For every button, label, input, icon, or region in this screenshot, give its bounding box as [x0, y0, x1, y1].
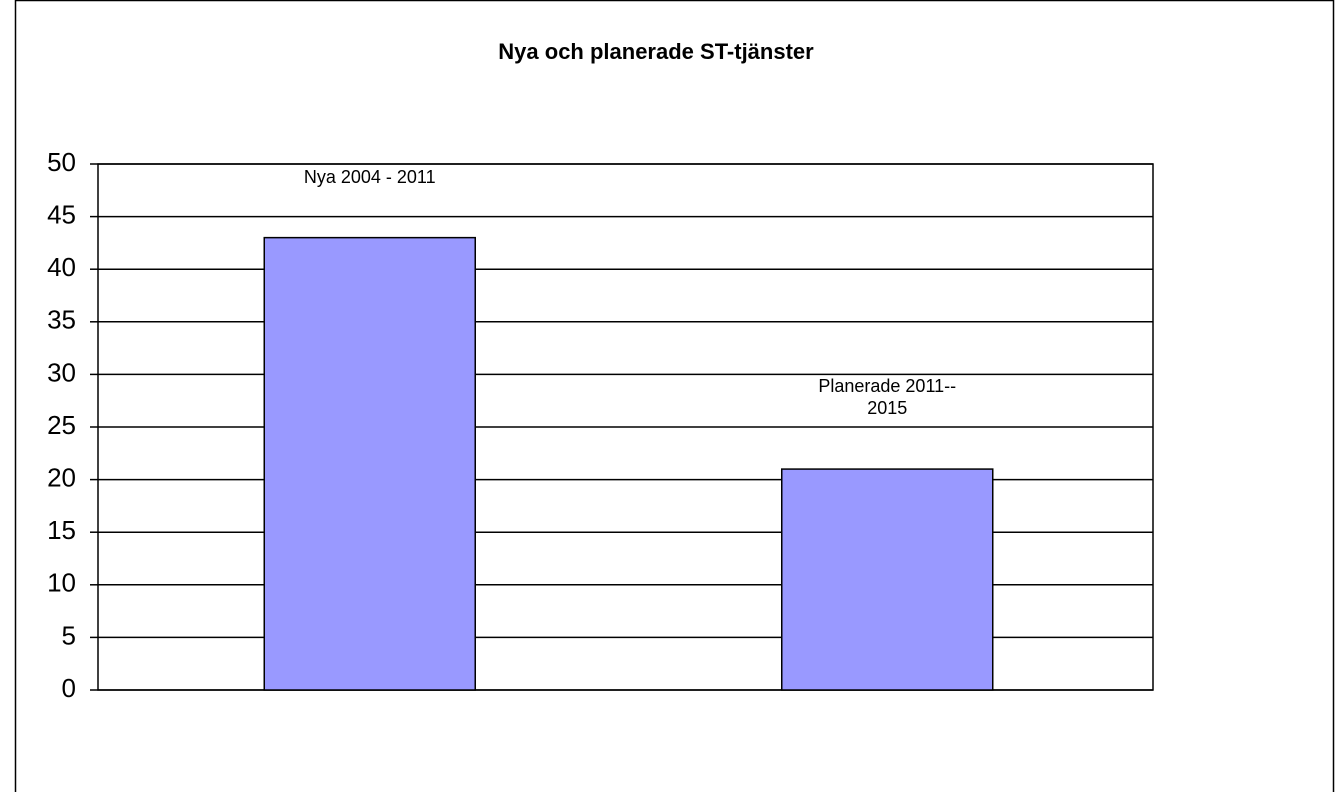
y-tick-label: 15	[47, 515, 76, 545]
y-tick-label: 20	[47, 462, 76, 492]
y-tick-label: 10	[47, 568, 76, 598]
y-tick-label: 35	[47, 305, 76, 335]
bar	[781, 468, 994, 691]
plot-area	[97, 163, 1154, 691]
y-tick-label: 45	[47, 199, 76, 229]
y-tick-label: 30	[47, 357, 76, 387]
chart-title: Nya och planerade ST-tjänster	[498, 39, 814, 64]
chart-frame	[14, 0, 1335, 792]
y-tick-label: 0	[62, 673, 76, 703]
category-label: Nya 2004 - 2011	[303, 166, 436, 187]
category-label: Planerade 2011-- 2015	[818, 376, 957, 419]
y-tick-label: 25	[47, 410, 76, 440]
category-label-box: Nya 2004 - 2011	[303, 166, 436, 187]
bar	[263, 236, 476, 691]
category-label-box: Planerade 2011-- 2015	[818, 376, 957, 419]
y-tick-label: 50	[47, 147, 76, 177]
y-tick-label: 40	[47, 252, 76, 282]
y-tick-label: 5	[62, 620, 76, 650]
